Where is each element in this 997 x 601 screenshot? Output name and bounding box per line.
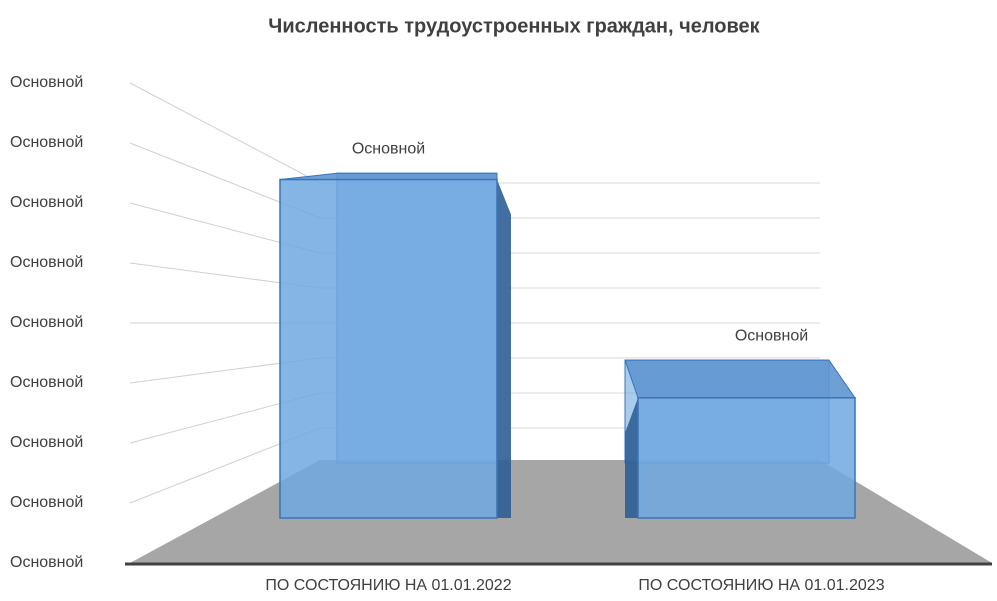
bar-face [625, 397, 638, 518]
y-tick-label: Основной [10, 254, 83, 271]
y-tick-label: Основной [10, 74, 83, 91]
y-tick-label: Основной [10, 374, 83, 391]
bar-face [497, 179, 511, 518]
bar [279, 172, 511, 519]
y-tick-label: Основной [10, 314, 83, 331]
data-label: Основной [735, 327, 808, 344]
bar-face [637, 397, 856, 519]
data-label: Основной [352, 140, 425, 157]
x-tick-label: ПО СОСТОЯНИЮ НА 01.01.2023 [638, 577, 884, 594]
y-tick-label: Основной [10, 194, 83, 211]
bar-face [279, 178, 498, 519]
bar [624, 359, 856, 519]
y-tick-label: Основной [10, 494, 83, 511]
chart-title: Численность трудоустроенных граждан, чел… [268, 15, 760, 37]
floor [130, 460, 992, 563]
bar-face [279, 172, 498, 181]
y-tick-label: Основной [10, 554, 83, 571]
x-tick-label: ПО СОСТОЯНИЮ НА 01.01.2022 [265, 577, 511, 594]
y-tick-label: Основной [10, 434, 83, 451]
bar-face [624, 359, 856, 399]
grid-line [129, 82, 321, 184]
y-tick-label: Основной [10, 134, 83, 151]
